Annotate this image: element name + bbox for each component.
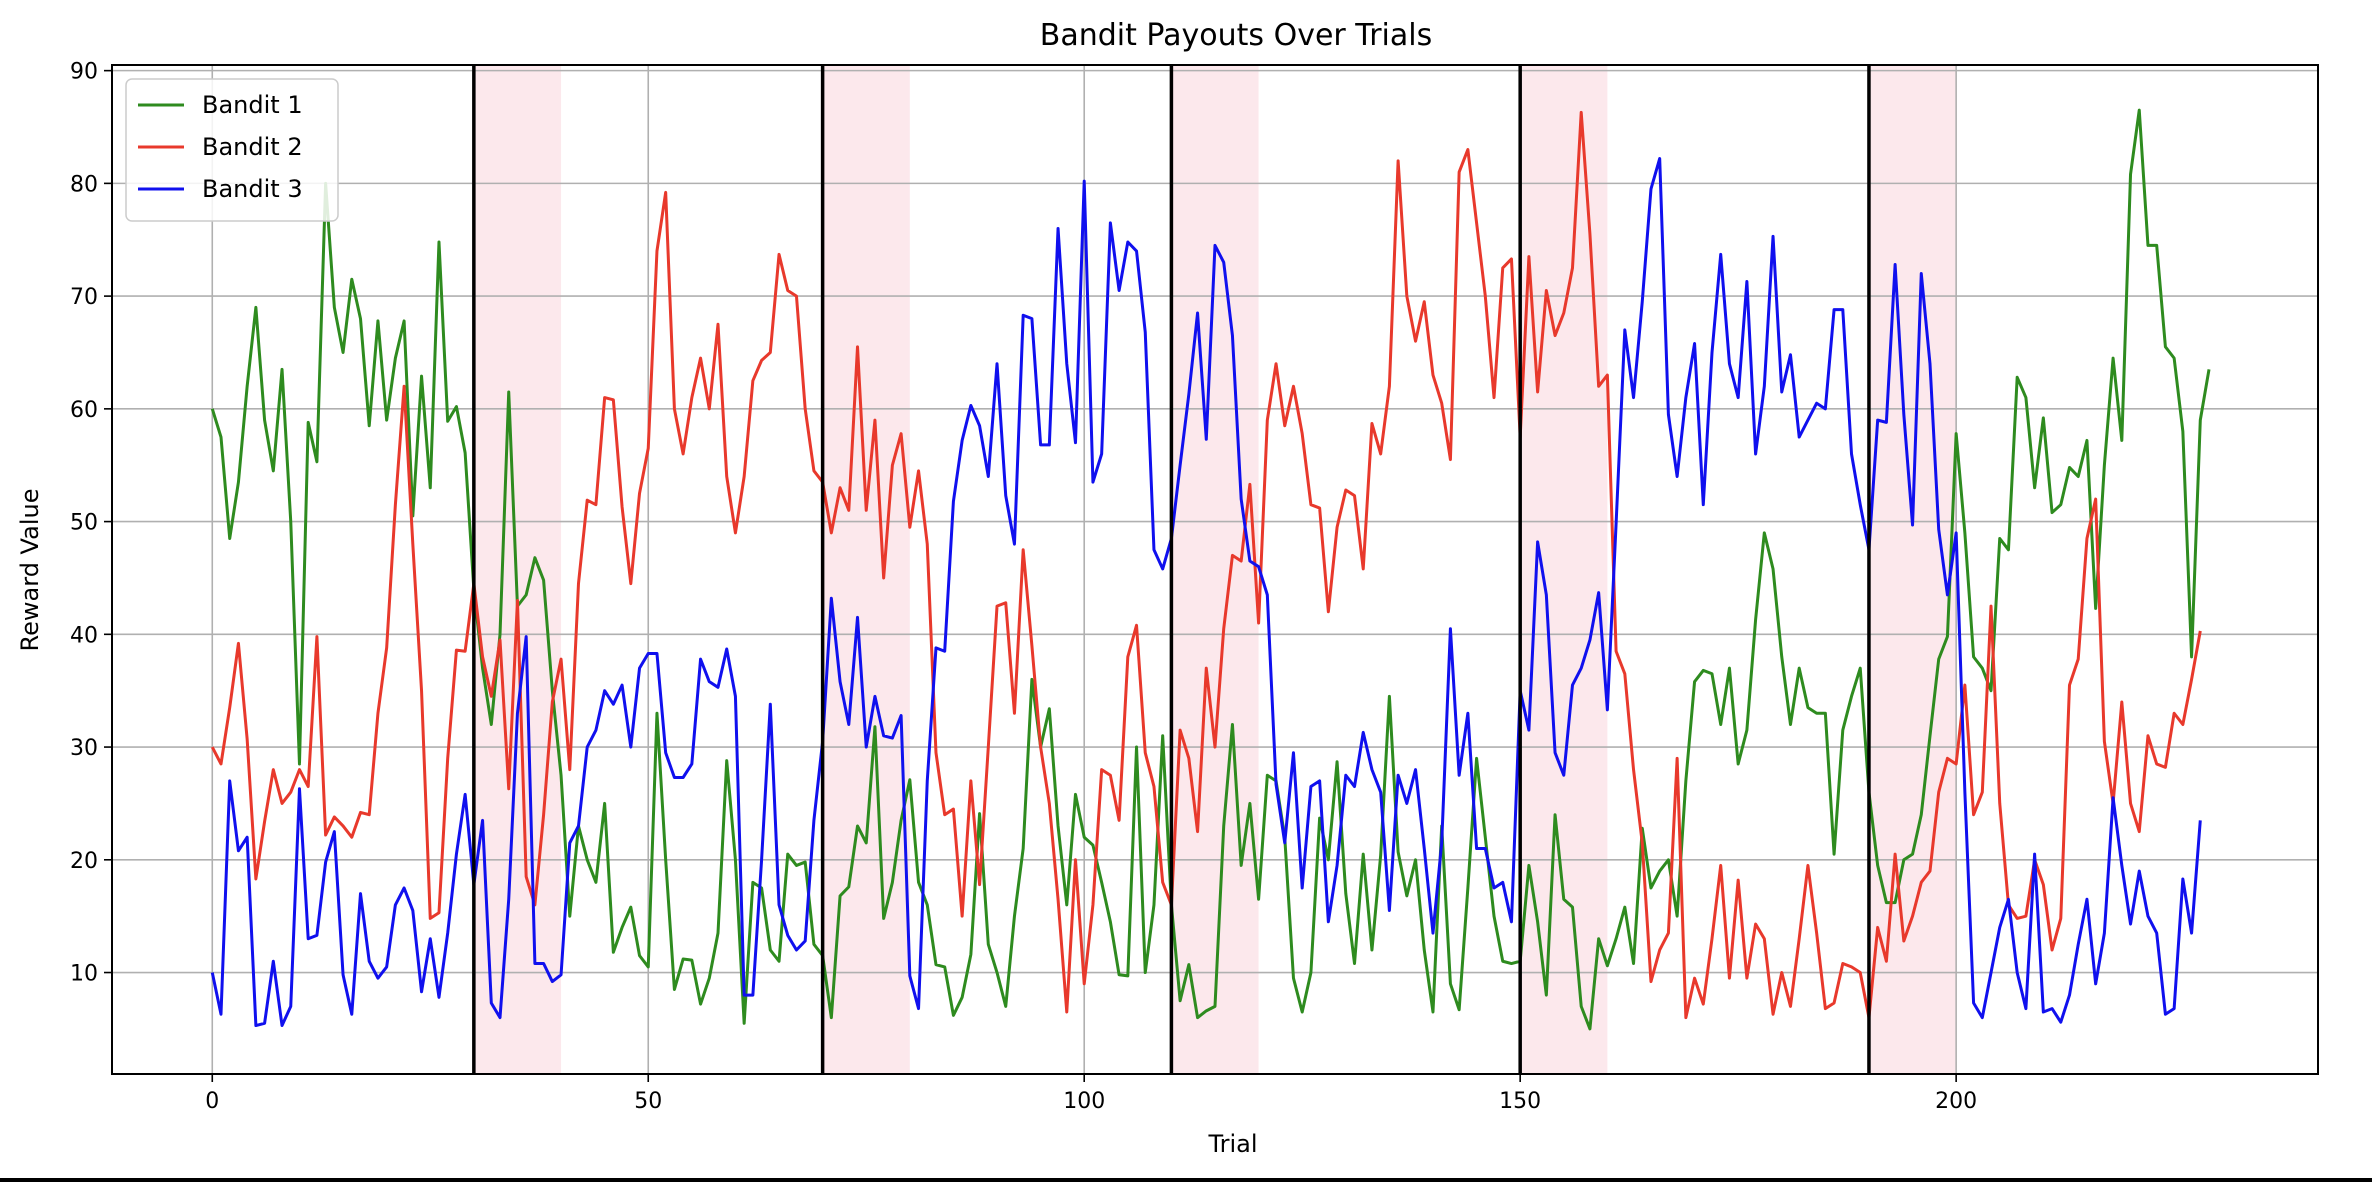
x-tick-label: 0	[205, 1089, 219, 1114]
shaded-region-3	[1171, 65, 1259, 1074]
x-tick-label: 50	[634, 1089, 662, 1114]
y-tick-label: 70	[70, 285, 98, 310]
legend-label-bandit-1: Bandit 1	[202, 91, 303, 119]
legend-box	[125, 78, 339, 222]
plot-area: 0 50 100 150 200 10 20 30 40 50 60 70 80 90	[70, 60, 2319, 1114]
y-axis-label: Reward Value	[16, 489, 44, 652]
legend: Bandit 1 Bandit 2 Bandit 3	[125, 78, 339, 222]
shaded-region-4	[1520, 65, 1608, 1074]
plot-frame	[111, 64, 2319, 1075]
shaded-region-2	[822, 65, 910, 1074]
y-tick-label: 10	[70, 962, 98, 987]
legend-label-bandit-2: Bandit 2	[202, 133, 303, 161]
x-tick-label: 150	[1499, 1089, 1541, 1114]
series-line-bandit-1	[210, 108, 2211, 1031]
x-axis-label: Trial	[1207, 1130, 1257, 1158]
y-tick-label: 90	[70, 60, 98, 85]
y-tick-label: 50	[70, 511, 98, 536]
x-tick-label: 100	[1063, 1089, 1105, 1114]
y-tick-label: 30	[70, 736, 98, 761]
y-tick-label: 60	[70, 398, 98, 423]
shaded-region-5	[1868, 65, 1957, 1074]
y-tick-label: 20	[70, 849, 98, 874]
y-tick-label: 40	[70, 623, 98, 648]
chart-title: Bandit Payouts Over Trials	[1040, 18, 1432, 53]
y-tick-label: 80	[70, 172, 98, 197]
bottom-border	[0, 1178, 2372, 1182]
x-tick-label: 200	[1935, 1089, 1977, 1114]
legend-label-bandit-3: Bandit 3	[202, 175, 303, 203]
